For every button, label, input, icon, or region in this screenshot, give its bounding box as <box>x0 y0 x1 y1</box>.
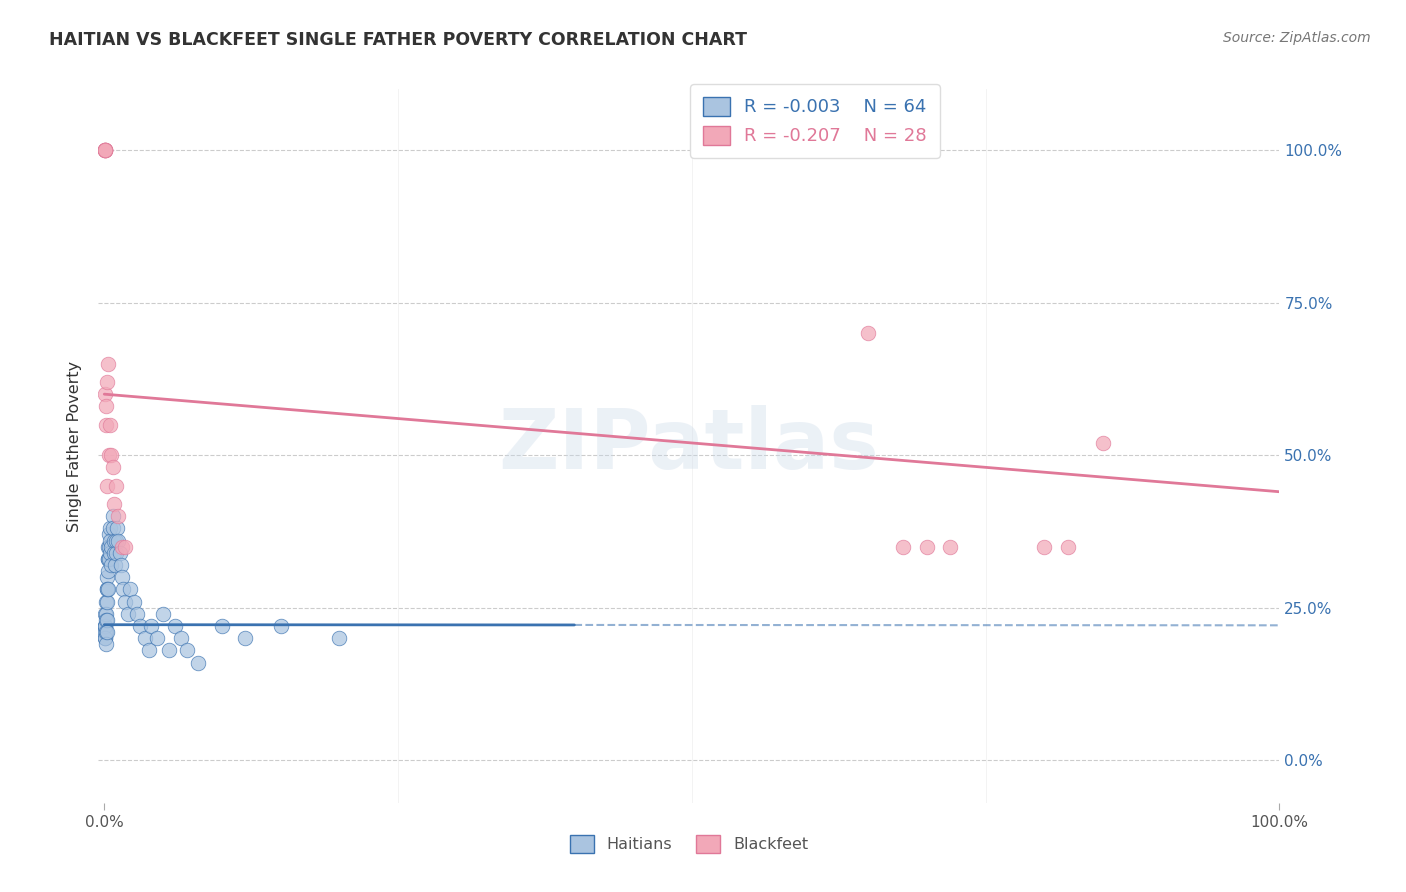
Point <box>96 570 118 584</box>
Point <box>96 625 118 640</box>
Point <box>103 533 125 548</box>
Point <box>105 533 128 548</box>
Point <box>270 619 292 633</box>
Point <box>94 607 117 621</box>
Point <box>94 625 117 640</box>
Point <box>94 143 117 157</box>
Point <box>94 143 117 157</box>
Point <box>94 619 117 633</box>
Point <box>114 540 136 554</box>
Point <box>98 521 121 535</box>
Point <box>96 582 118 597</box>
Point <box>98 551 121 566</box>
Point <box>939 540 962 554</box>
Point <box>893 540 915 554</box>
Point <box>94 637 117 651</box>
Point <box>104 558 127 572</box>
Point <box>94 607 117 621</box>
Point <box>134 631 156 645</box>
Point <box>101 509 124 524</box>
Point <box>112 582 135 597</box>
Point <box>97 564 120 578</box>
Point <box>94 613 117 627</box>
Point <box>120 582 142 597</box>
Point <box>97 551 120 566</box>
Point <box>94 625 117 640</box>
Point <box>98 546 121 560</box>
Point <box>105 521 128 535</box>
Point <box>96 375 118 389</box>
Point <box>233 631 256 645</box>
Point <box>107 533 129 548</box>
Point <box>1033 540 1056 554</box>
Point <box>100 540 122 554</box>
Point <box>97 357 120 371</box>
Point <box>94 143 117 157</box>
Point <box>94 631 117 645</box>
Point <box>98 540 121 554</box>
Point <box>187 656 209 670</box>
Point <box>176 643 198 657</box>
Point <box>103 497 125 511</box>
Point <box>97 551 120 566</box>
Point <box>94 619 117 633</box>
Point <box>122 594 145 608</box>
Point <box>94 387 117 401</box>
Point <box>110 558 132 572</box>
Point <box>100 448 122 462</box>
Point <box>94 631 117 645</box>
Point <box>163 619 186 633</box>
Point <box>1057 540 1080 554</box>
Point <box>98 527 121 541</box>
Point <box>105 478 128 492</box>
Point <box>138 643 160 657</box>
Point <box>98 417 121 432</box>
Point <box>170 631 193 645</box>
Point <box>94 143 117 157</box>
Point <box>98 533 121 548</box>
Point <box>157 643 180 657</box>
Point <box>97 582 120 597</box>
Point <box>94 619 117 633</box>
Point <box>101 521 124 535</box>
Text: Source: ZipAtlas.com: Source: ZipAtlas.com <box>1223 31 1371 45</box>
Point <box>94 594 117 608</box>
Point <box>103 546 125 560</box>
Point <box>97 540 120 554</box>
Point <box>1092 436 1115 450</box>
Point <box>328 631 350 645</box>
Point <box>100 558 122 572</box>
Point <box>146 631 169 645</box>
Point <box>111 540 134 554</box>
Point <box>108 546 131 560</box>
Text: ZIPatlas: ZIPatlas <box>499 406 879 486</box>
Point <box>96 582 118 597</box>
Point <box>94 400 117 414</box>
Point <box>141 619 163 633</box>
Point <box>111 570 134 584</box>
Point <box>107 509 129 524</box>
Point <box>101 460 124 475</box>
Point <box>94 417 117 432</box>
Point <box>152 607 174 621</box>
Point <box>211 619 233 633</box>
Legend: Haitians, Blackfeet: Haitians, Blackfeet <box>564 829 814 859</box>
Point <box>856 326 879 341</box>
Point <box>94 143 117 157</box>
Point <box>94 143 117 157</box>
Point <box>98 448 121 462</box>
Y-axis label: Single Father Poverty: Single Father Poverty <box>67 360 83 532</box>
Point <box>915 540 938 554</box>
Point <box>114 594 136 608</box>
Point <box>96 613 118 627</box>
Point <box>105 546 128 560</box>
Text: HAITIAN VS BLACKFEET SINGLE FATHER POVERTY CORRELATION CHART: HAITIAN VS BLACKFEET SINGLE FATHER POVER… <box>49 31 747 49</box>
Point <box>117 607 139 621</box>
Point <box>96 594 118 608</box>
Point <box>96 478 118 492</box>
Point <box>127 607 149 621</box>
Point <box>128 619 150 633</box>
